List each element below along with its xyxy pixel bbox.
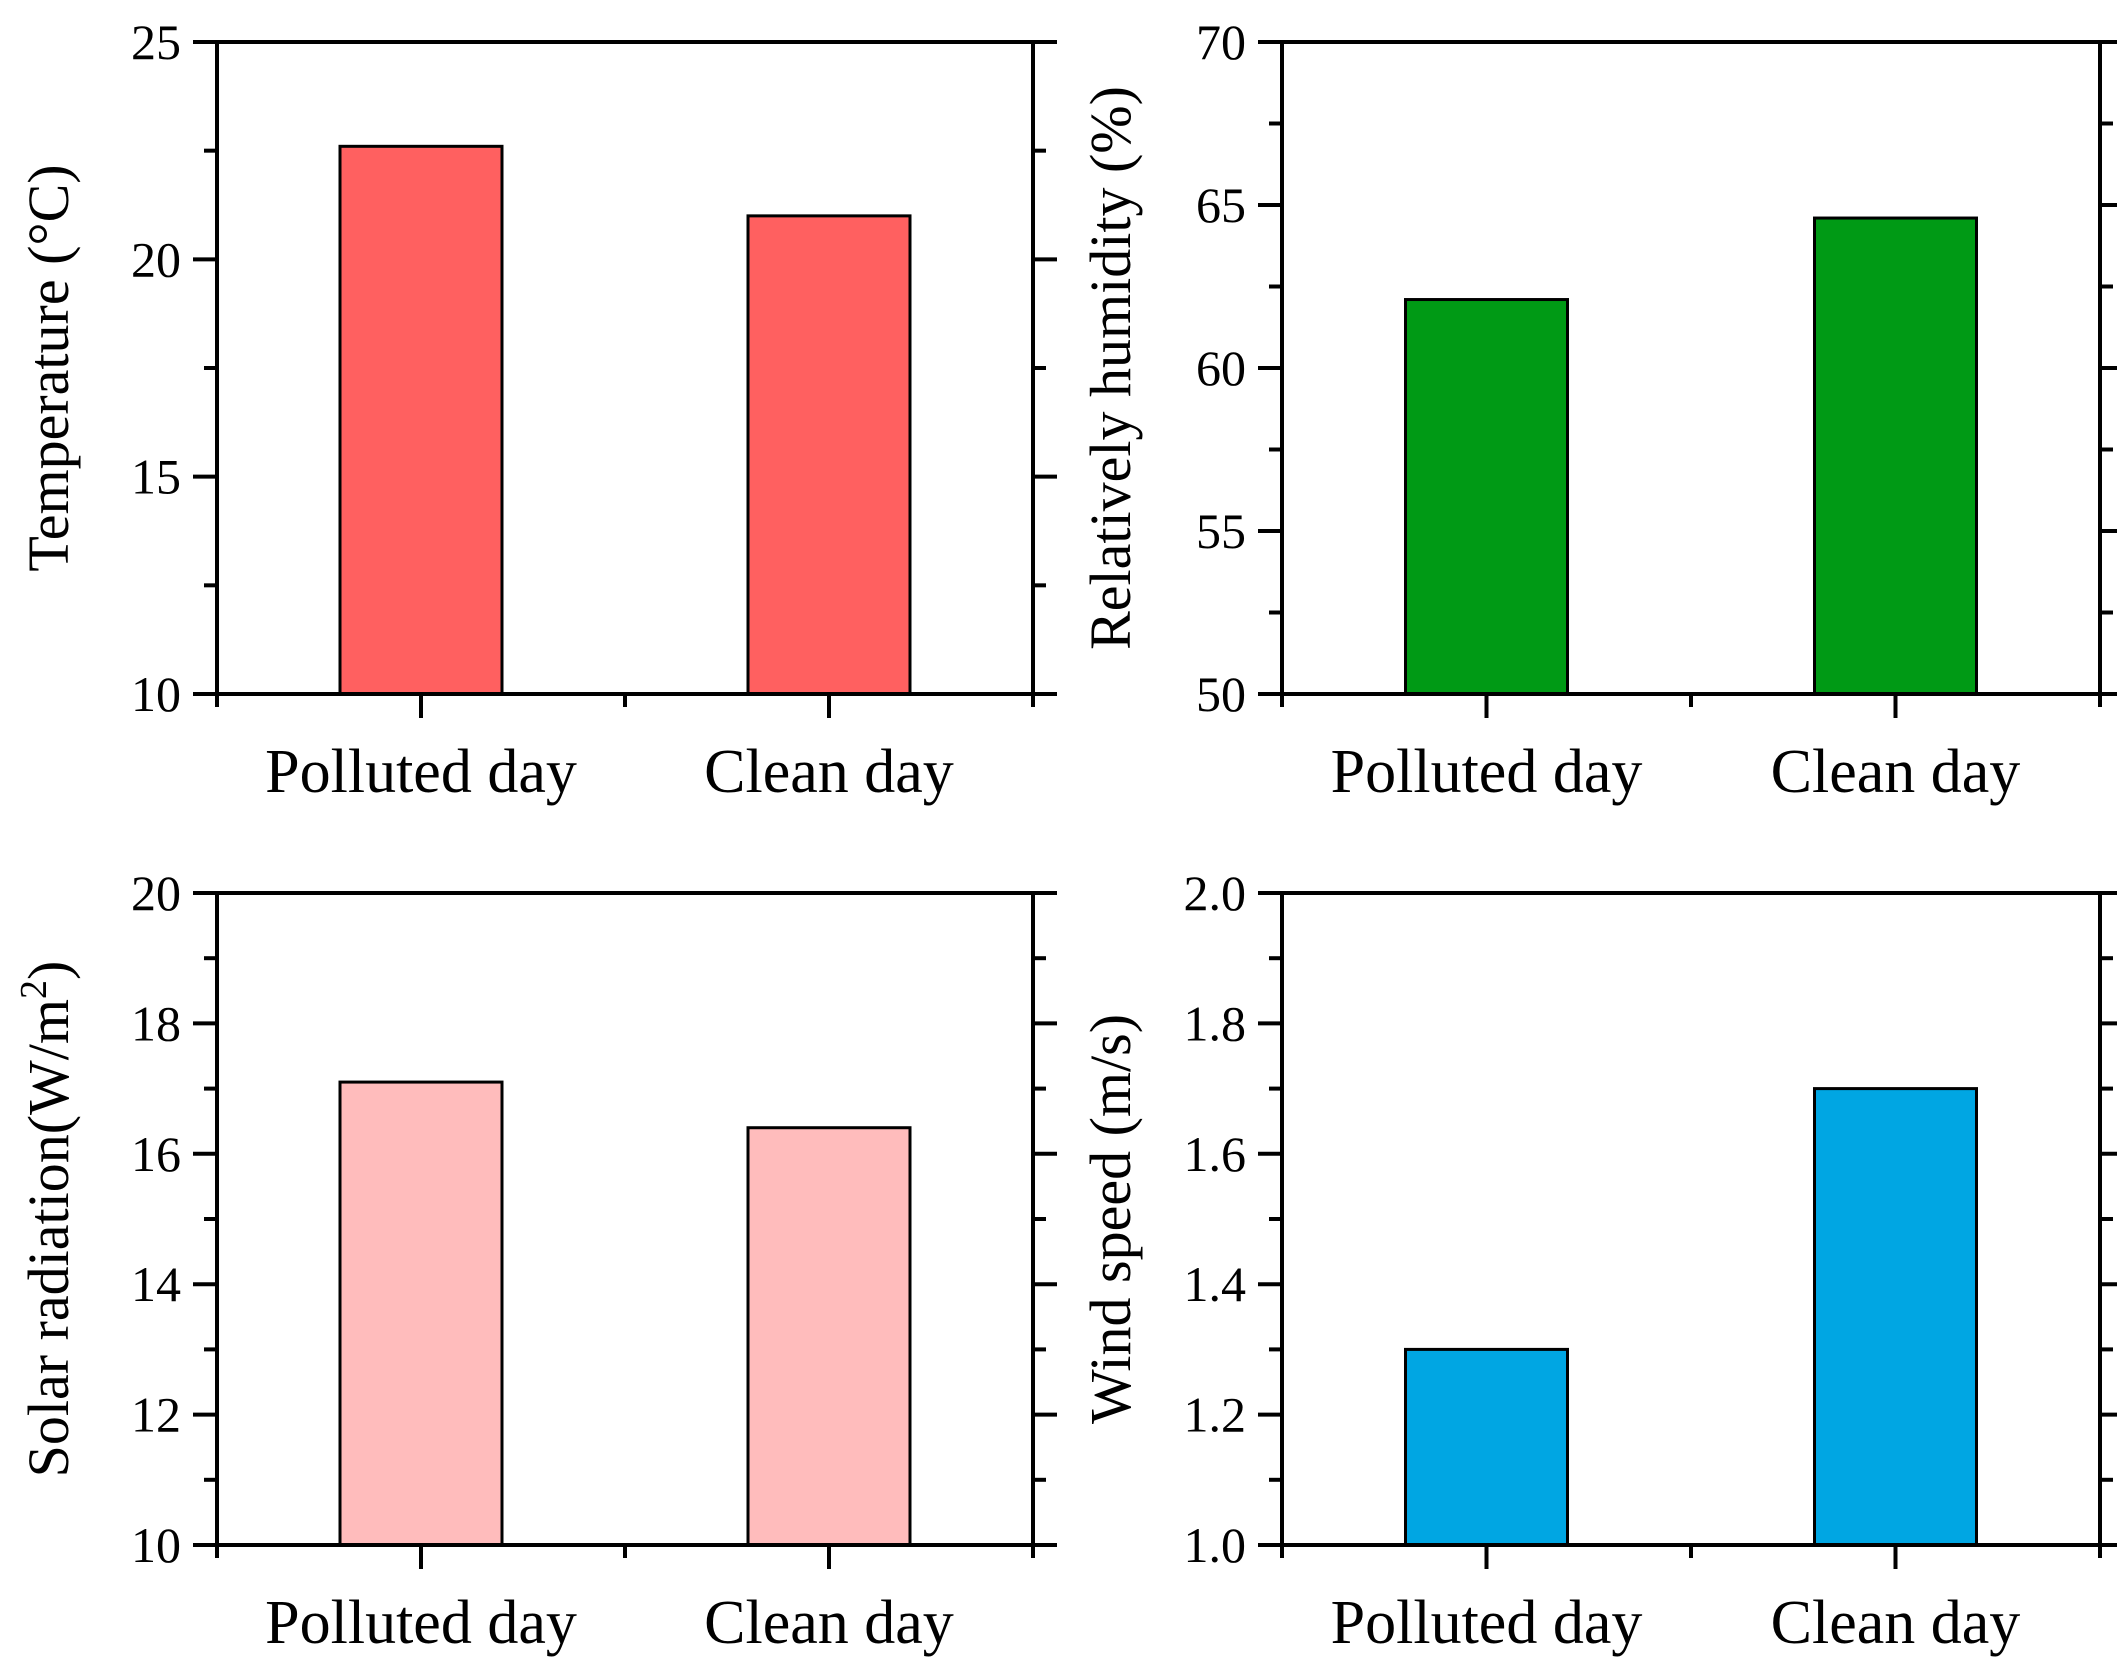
y-tick-label-2-2: 14 bbox=[131, 1256, 181, 1312]
y-tick-label-3-3: 1.6 bbox=[1184, 1126, 1247, 1182]
y-axis-title-3: Wind speed (m/s) bbox=[1078, 1014, 1143, 1424]
y-tick-label-3-1: 1.2 bbox=[1184, 1387, 1247, 1443]
x-category-label-2-0: Polluted day bbox=[265, 1589, 577, 1657]
y-tick-label-1-1: 55 bbox=[1196, 503, 1246, 559]
chart-panel-0: 10 15 20 25 Polluted day Clean day Temperature… bbox=[16, 14, 1057, 806]
x-category-label-0-1: Clean day bbox=[704, 738, 954, 806]
bar-2-0 bbox=[338, 1080, 504, 1547]
bar-3-0 bbox=[1404, 1347, 1569, 1547]
bar-2-1 bbox=[746, 1126, 912, 1547]
y-tick-label-2-4: 18 bbox=[131, 995, 181, 1051]
y-tick-label-0-2: 20 bbox=[131, 231, 181, 287]
y-tick-label-0-1: 15 bbox=[131, 449, 181, 505]
y-tick-label-2-1: 12 bbox=[131, 1387, 181, 1443]
x-category-label-1-0: Polluted day bbox=[1331, 738, 1643, 806]
y-tick-label-0-0: 10 bbox=[131, 666, 181, 722]
chart-panel-3: 1.0 1.2 1.4 1.6 1.8 2.0 Polluted day Clean day W… bbox=[1078, 865, 2117, 1657]
y-tick-label-2-5: 20 bbox=[131, 865, 181, 921]
y-axis-title-0: Temperature (°C) bbox=[16, 164, 81, 571]
y-tick-label-3-2: 1.4 bbox=[1184, 1256, 1247, 1312]
y-tick-label-0-3: 25 bbox=[131, 14, 181, 70]
y-axis-title-2: Solar radiation(W/m2) bbox=[13, 961, 81, 1478]
x-category-label-2-1: Clean day bbox=[704, 1589, 954, 1657]
bar-3-1 bbox=[1813, 1087, 1978, 1547]
bar-0-0 bbox=[338, 144, 504, 696]
x-category-label-3-1: Clean day bbox=[1771, 1589, 2021, 1657]
y-tick-label-2-0: 10 bbox=[131, 1517, 181, 1573]
y-tick-label-3-4: 1.8 bbox=[1184, 995, 1247, 1051]
bar-1-0 bbox=[1404, 298, 1569, 696]
bar-1-1 bbox=[1813, 216, 1978, 696]
y-tick-label-1-2: 60 bbox=[1196, 340, 1246, 396]
chart-panel-1: 50 55 60 65 70 Polluted day Clean day Relativel… bbox=[1078, 14, 2117, 806]
x-category-label-3-0: Polluted day bbox=[1331, 1589, 1643, 1657]
bar-0-1 bbox=[746, 214, 912, 696]
y-tick-label-3-0: 1.0 bbox=[1184, 1517, 1247, 1573]
y-axis-title-1: Relatively humidity (%) bbox=[1078, 86, 1143, 650]
y-tick-label-1-3: 65 bbox=[1196, 177, 1246, 233]
x-category-label-0-0: Polluted day bbox=[265, 738, 577, 806]
chart-panel-2: 10 12 14 16 18 20 Polluted day Clean day Solar r… bbox=[13, 865, 1057, 1657]
x-category-label-1-1: Clean day bbox=[1771, 738, 2021, 806]
y-tick-label-2-3: 16 bbox=[131, 1126, 181, 1182]
y-tick-label-3-5: 2.0 bbox=[1184, 865, 1247, 921]
y-tick-label-1-0: 50 bbox=[1196, 666, 1246, 722]
y-tick-label-1-4: 70 bbox=[1196, 14, 1246, 70]
